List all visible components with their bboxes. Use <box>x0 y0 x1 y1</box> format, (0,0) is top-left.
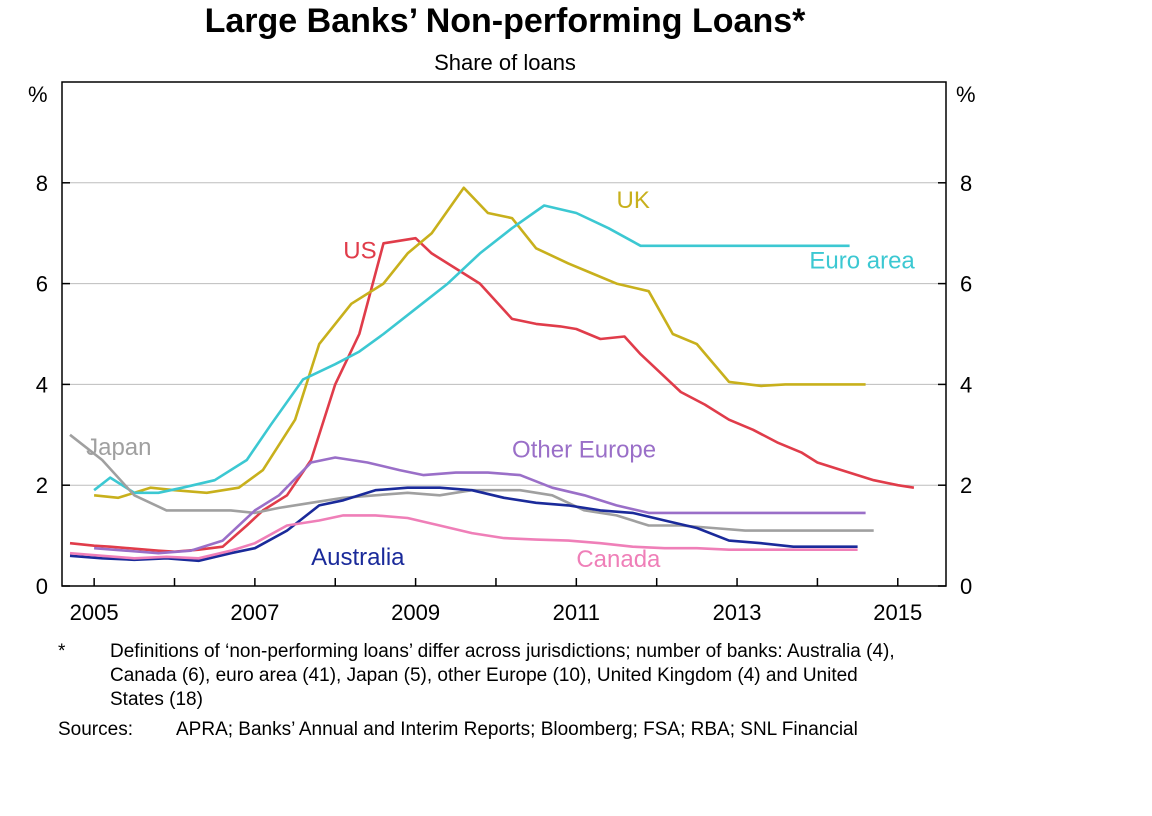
y-tick-label-left: 8 <box>36 171 48 196</box>
series-label-us: US <box>343 237 376 264</box>
chart-subtitle: Share of loans <box>434 50 576 75</box>
plot-frame <box>61 81 947 587</box>
series-label-other-europe: Other Europe <box>512 436 656 463</box>
series-label-canada: Canada <box>576 546 661 573</box>
y-tick-label-right: 8 <box>960 171 972 196</box>
x-tick-label: 2015 <box>873 600 922 625</box>
series-line-other-europe <box>93 456 866 555</box>
x-tick-label: 2005 <box>70 600 119 625</box>
x-tick-label: 2009 <box>391 600 440 625</box>
x-tick-label: 2013 <box>713 600 762 625</box>
y-tick-label-right: 0 <box>960 574 972 599</box>
sources-text: APRA; Banks’ Annual and Interim Reports;… <box>176 719 858 740</box>
x-tick-label: 2007 <box>230 600 279 625</box>
series-line-japan <box>69 433 874 532</box>
y-unit-left: % <box>28 82 48 107</box>
series-line-canada <box>69 514 858 560</box>
footnote-text: Definitions of ‘non-performing loans’ di… <box>110 641 895 710</box>
y-unit-right: % <box>956 82 976 107</box>
y-tick-label-left: 6 <box>36 272 48 297</box>
series-label-japan: Japan <box>86 434 151 461</box>
series-label-uk: UK <box>617 187 650 214</box>
series-label-australia: Australia <box>311 544 405 571</box>
y-tick-label-right: 4 <box>960 372 972 397</box>
series-label-euro-area: Euro area <box>809 247 915 274</box>
y-tick-label-left: 4 <box>36 372 48 397</box>
y-tick-label-right: 2 <box>960 473 972 498</box>
y-tick-label-left: 2 <box>36 473 48 498</box>
y-tick-label-right: 6 <box>960 272 972 297</box>
series-line-us <box>69 236 915 553</box>
series-line-australia <box>69 486 858 563</box>
series-line-euro-area <box>93 204 850 495</box>
chart-title: Large Banks’ Non-performing Loans* <box>204 2 806 40</box>
sources-label: Sources: <box>58 719 133 740</box>
footnote-mark: * <box>58 641 66 662</box>
series-line-uk <box>93 186 866 500</box>
x-tick-label: 2011 <box>553 600 600 625</box>
y-tick-label-left: 0 <box>36 574 48 599</box>
